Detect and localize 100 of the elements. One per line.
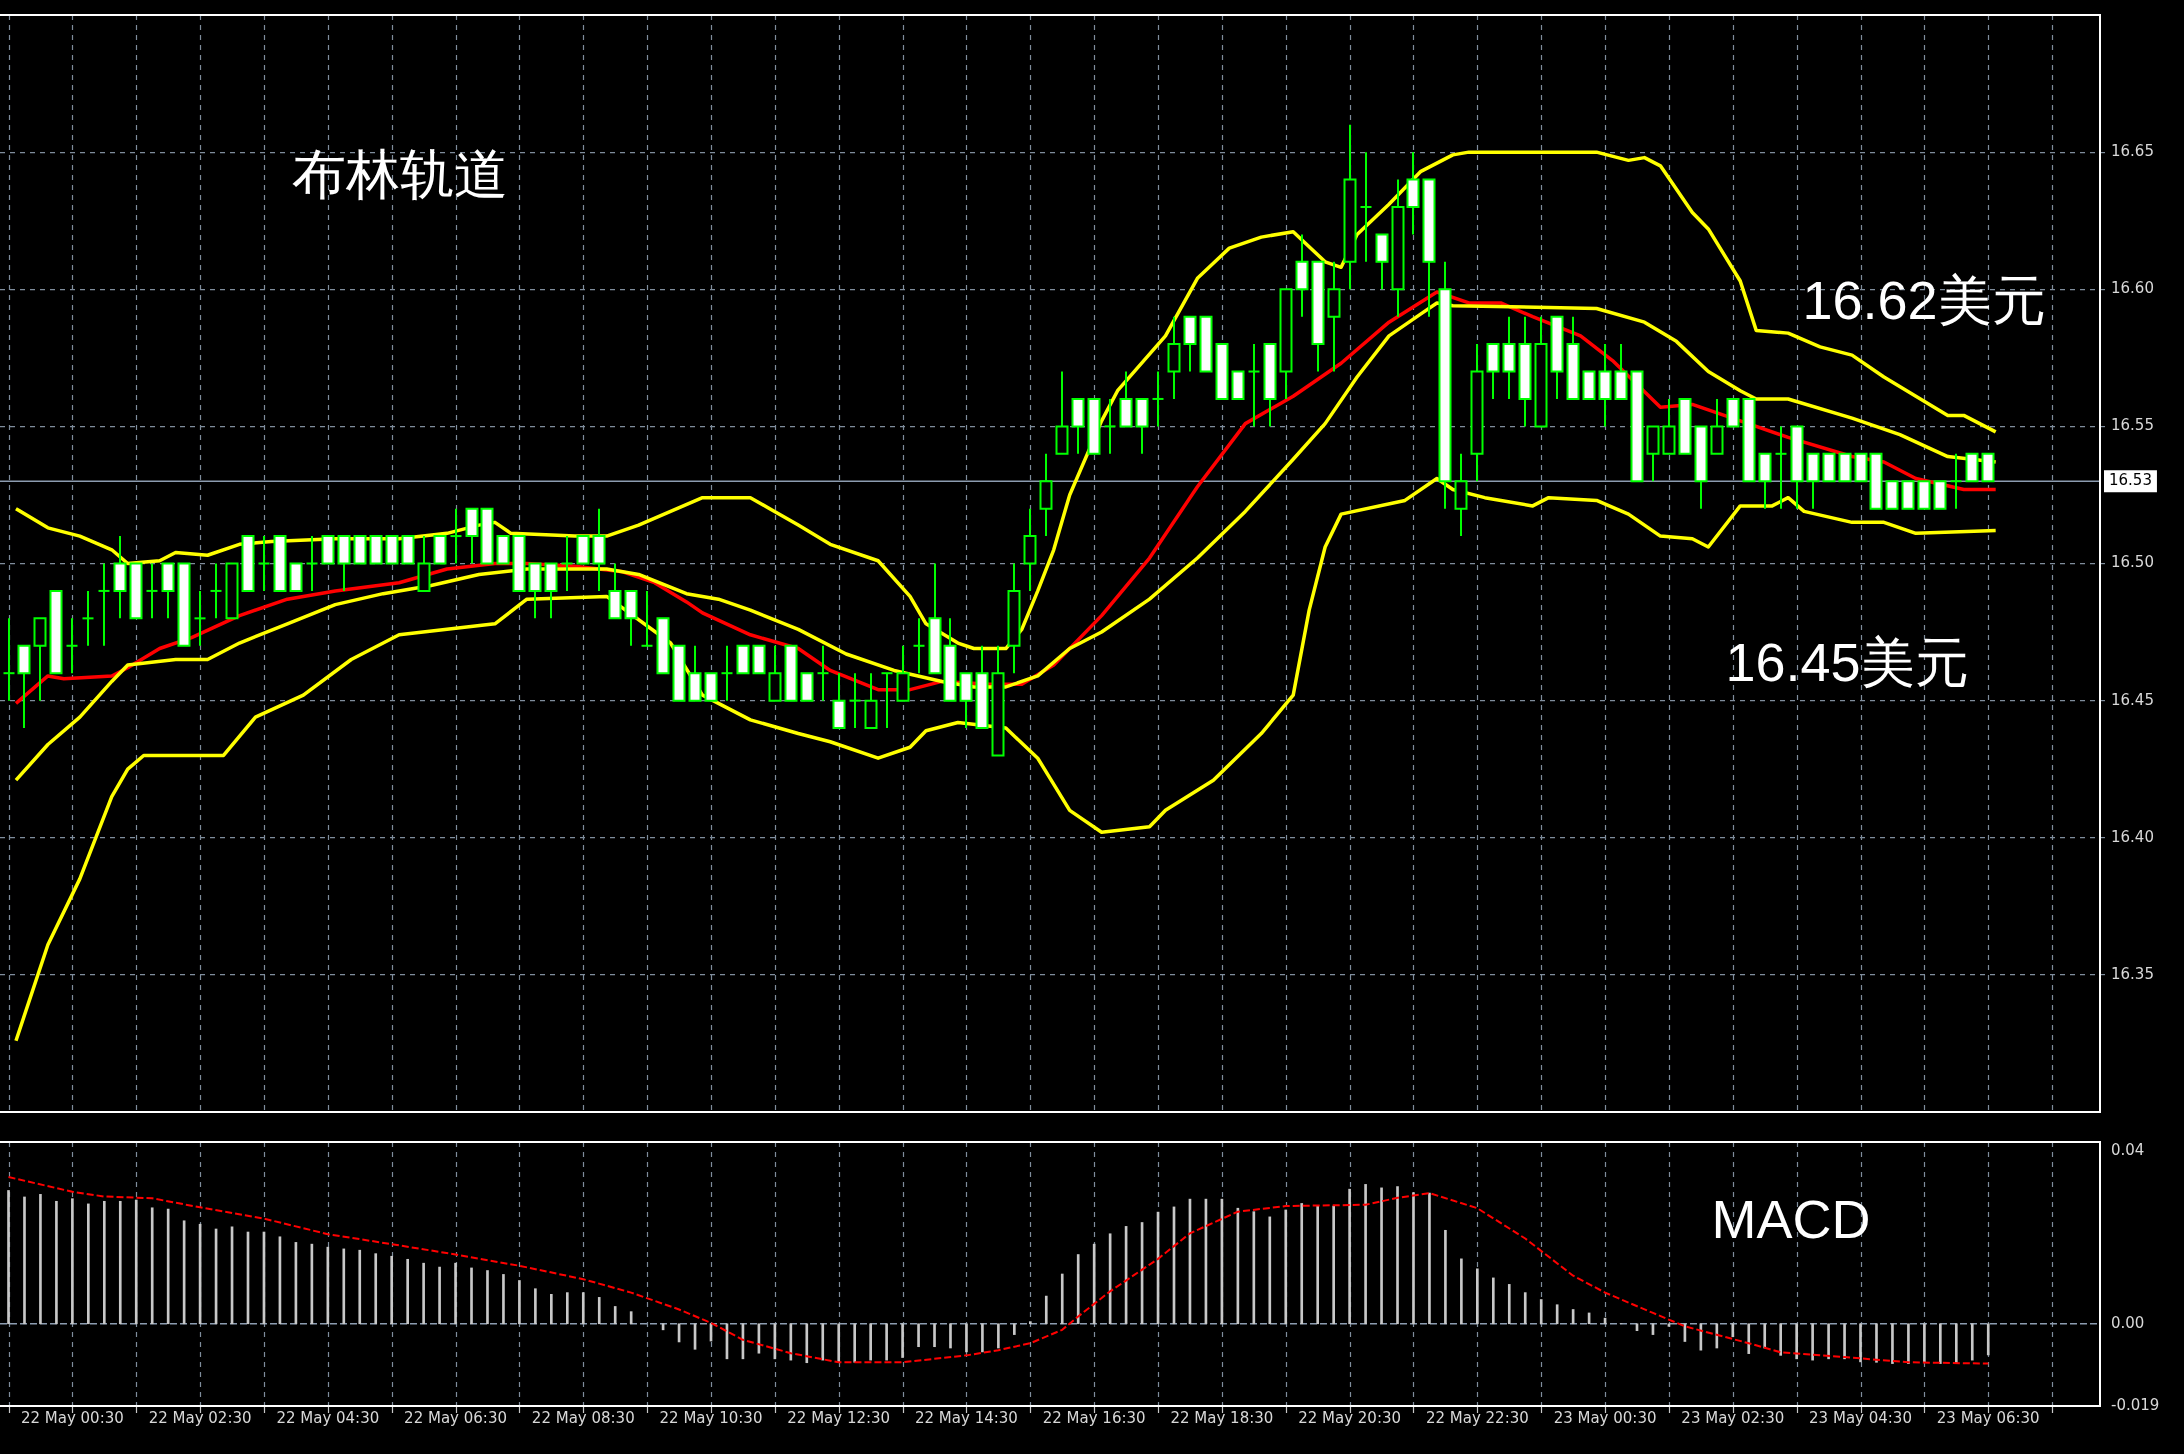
y-tick-label: 16.40	[2111, 827, 2154, 846]
bar	[1939, 1323, 1942, 1364]
ref-line-label: 16.53	[2109, 471, 2152, 490]
bar	[1859, 1323, 1862, 1363]
x-tick-label: 22 May 20:30	[1298, 1408, 1402, 1427]
bar	[1954, 1323, 1958, 1364]
bar	[470, 1267, 473, 1325]
bar	[1060, 1273, 1064, 1325]
candlestick	[880, 672, 894, 730]
candlestick	[1359, 151, 1373, 263]
bar	[1284, 1209, 1288, 1325]
candlestick	[720, 644, 734, 702]
bar	[1491, 1277, 1495, 1325]
candlestick	[209, 562, 223, 620]
bar	[1396, 1186, 1399, 1325]
bar	[1715, 1323, 1719, 1349]
bar	[71, 1198, 74, 1325]
bar	[1092, 1243, 1096, 1325]
bar	[1076, 1254, 1080, 1325]
bar	[1364, 1184, 1367, 1325]
bar	[1348, 1188, 1351, 1325]
y-tick-label: 16.55	[2111, 416, 2154, 435]
bar	[1332, 1205, 1335, 1325]
bar	[7, 1190, 10, 1325]
bar	[550, 1294, 553, 1325]
x-tick-label: 22 May 10:30	[659, 1408, 763, 1427]
bar	[1875, 1323, 1878, 1363]
candlestick	[1103, 397, 1117, 455]
bar	[55, 1200, 58, 1325]
candlestick	[257, 535, 271, 592]
candlestick	[97, 562, 111, 647]
annotation: 16.62美元	[1802, 269, 2046, 330]
bar	[821, 1323, 825, 1361]
bar	[534, 1288, 537, 1325]
candlestick	[145, 562, 159, 620]
x-tick-label: 22 May 08:30	[531, 1408, 635, 1427]
x-tick-label: 23 May 04:30	[1809, 1408, 1912, 1427]
bar	[39, 1194, 42, 1325]
bar	[1300, 1203, 1304, 1325]
bar	[326, 1246, 330, 1325]
bar	[342, 1248, 346, 1325]
bar	[1460, 1258, 1463, 1325]
bar	[358, 1249, 362, 1325]
bar	[502, 1274, 505, 1325]
bar	[23, 1196, 26, 1325]
bar	[1923, 1323, 1926, 1363]
bar	[1507, 1284, 1511, 1325]
x-tick-label: 23 May 00:30	[1553, 1408, 1657, 1427]
bar	[150, 1207, 154, 1325]
bar	[581, 1292, 585, 1325]
x-tick-label: 22 May 04:30	[276, 1408, 380, 1427]
bar	[1412, 1192, 1415, 1325]
bar	[1268, 1216, 1272, 1325]
candlestick	[1151, 370, 1165, 428]
bar	[1779, 1323, 1783, 1356]
bar	[565, 1292, 569, 1325]
bar	[102, 1200, 106, 1325]
annotation: MACD	[1711, 1188, 1871, 1249]
bar	[1555, 1304, 1559, 1325]
bar	[118, 1200, 122, 1325]
bar	[1907, 1323, 1910, 1364]
bar	[1044, 1295, 1048, 1325]
candlestick	[816, 644, 830, 702]
bar	[597, 1297, 601, 1325]
bar	[1827, 1323, 1830, 1360]
y-tick-label: 0.00	[2111, 1313, 2145, 1332]
bar	[933, 1323, 936, 1348]
bar	[997, 1323, 1000, 1349]
annotation: 16.45美元	[1725, 631, 1969, 692]
candlestick	[1774, 425, 1788, 510]
bar	[1843, 1323, 1846, 1360]
bar	[1316, 1205, 1320, 1325]
y-tick-label: 0.04	[2111, 1140, 2145, 1159]
bar	[1428, 1192, 1431, 1325]
bar	[965, 1323, 968, 1353]
y-tick-label: 16.45	[2111, 690, 2154, 709]
bar	[949, 1323, 952, 1349]
y-tick-label: 16.60	[2111, 279, 2154, 298]
x-tick-label: 22 May 22:30	[1425, 1408, 1529, 1427]
bar	[1795, 1323, 1798, 1360]
bar	[166, 1208, 170, 1325]
bar	[1252, 1211, 1256, 1325]
bar	[454, 1262, 457, 1325]
bar	[1523, 1292, 1527, 1325]
bar	[1539, 1299, 1543, 1325]
bar	[629, 1311, 633, 1325]
candlestick	[193, 589, 207, 647]
x-tick-label: 23 May 02:30	[1681, 1408, 1785, 1427]
x-tick-label: 23 May 06:30	[1936, 1408, 2040, 1427]
bar	[1986, 1323, 1990, 1356]
candlestick	[848, 672, 862, 730]
bar	[1380, 1187, 1383, 1325]
candlestick	[640, 589, 654, 647]
y-tick-label: -0.019	[2111, 1395, 2160, 1414]
annotation: 布林轨道	[292, 143, 508, 204]
x-tick-label: 22 May 02:30	[148, 1408, 252, 1427]
candlestick	[65, 617, 79, 675]
candlestick	[912, 617, 926, 675]
bar	[134, 1199, 138, 1325]
bar	[613, 1306, 617, 1325]
